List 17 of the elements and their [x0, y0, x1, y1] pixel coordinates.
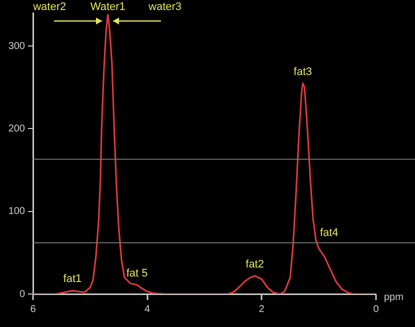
annotation: water2 [32, 1, 66, 14]
y-tick-label: 200 [8, 123, 26, 134]
x-tick-label: 4 [144, 304, 151, 315]
annotation: fat1 [63, 273, 82, 286]
y-tick-label: 100 [8, 206, 26, 218]
annotation: Water1 [90, 1, 126, 14]
x-tick-label: 2 [258, 304, 265, 315]
annotation: fat 5 [126, 267, 148, 280]
y-tick-label: 300 [8, 40, 26, 52]
annotation: fat4 [320, 226, 338, 239]
y-tick-label: 0 [19, 288, 26, 300]
x-axis-title: ppm [384, 292, 404, 303]
annotation: water3 [148, 1, 182, 14]
x-tick-label: 6 [30, 304, 36, 315]
annotation: fat2 [246, 258, 264, 270]
x-tick-label: 0 [373, 304, 380, 315]
annotation: fat3 [294, 66, 312, 78]
